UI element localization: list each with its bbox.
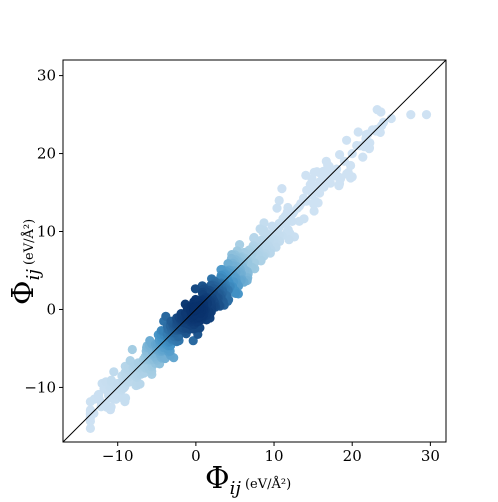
- y-tick-label: 0: [46, 300, 56, 318]
- scatter-points: [85, 105, 432, 433]
- scatter-point: [190, 284, 200, 294]
- y-axis-label-unit: (eV/Å²): [21, 219, 37, 265]
- x-tick-label: −10: [102, 447, 134, 465]
- scatter-point: [109, 367, 119, 377]
- y-tick-label: 20: [37, 145, 56, 163]
- scatter-point: [230, 288, 241, 298]
- scatter-point: [352, 140, 362, 151]
- scatter-point: [353, 127, 363, 137]
- x-axis-label-symbol: Φ: [205, 461, 230, 496]
- scatter-point: [188, 336, 198, 346]
- scatter-point: [334, 181, 344, 191]
- y-axis-label-group: Φij (eV/Å²): [6, 219, 44, 305]
- y-tick-label: 10: [37, 223, 56, 241]
- plot-area-frame: [62, 59, 447, 443]
- scatter-point: [309, 199, 319, 209]
- x-tick-label: 0: [191, 447, 201, 465]
- scatter-point: [284, 235, 294, 245]
- x-axis-label: Φij (eV/Å²): [205, 461, 291, 498]
- y-axis-label-symbol: Φ: [6, 280, 41, 305]
- scatter-point: [294, 216, 304, 226]
- y-tick-label: −10: [24, 378, 56, 396]
- y-axis-label-subscript: ij: [23, 269, 44, 281]
- scatter-point: [335, 150, 345, 160]
- y-axis-ticks: −10 0 10 20 30: [24, 67, 63, 396]
- scatter-point: [309, 206, 319, 216]
- scatter-point: [406, 110, 416, 120]
- scatter-point: [127, 344, 137, 355]
- scatter-point: [386, 113, 396, 124]
- x-axis-label-unit: (eV/Å²): [245, 476, 291, 492]
- scatter-point: [342, 135, 352, 145]
- scatter-point: [302, 185, 312, 195]
- x-tick-label: 20: [343, 447, 362, 465]
- scatter-point: [89, 408, 99, 418]
- y-tick-label: 30: [37, 67, 56, 85]
- scatter-point: [121, 393, 131, 403]
- scatter-point: [106, 402, 116, 412]
- scatter-point: [342, 169, 352, 179]
- y-axis-label: Φij (eV/Å²): [6, 219, 44, 305]
- scatter-point: [272, 203, 282, 213]
- scatter-point: [274, 195, 284, 206]
- scatter-point: [358, 152, 368, 162]
- identity-reference-line: [62, 59, 447, 443]
- x-tick-label: 30: [421, 447, 440, 465]
- x-axis-label-subscript: ij: [230, 478, 242, 498]
- scatter-point: [277, 184, 287, 194]
- x-tick-label: 10: [264, 447, 283, 465]
- scatter-point: [372, 105, 382, 115]
- scatter-point: [85, 423, 95, 433]
- scatter-point: [421, 110, 432, 120]
- scatter-point: [301, 170, 311, 180]
- x-axis-ticks: −10 0 10 20 30: [102, 442, 440, 465]
